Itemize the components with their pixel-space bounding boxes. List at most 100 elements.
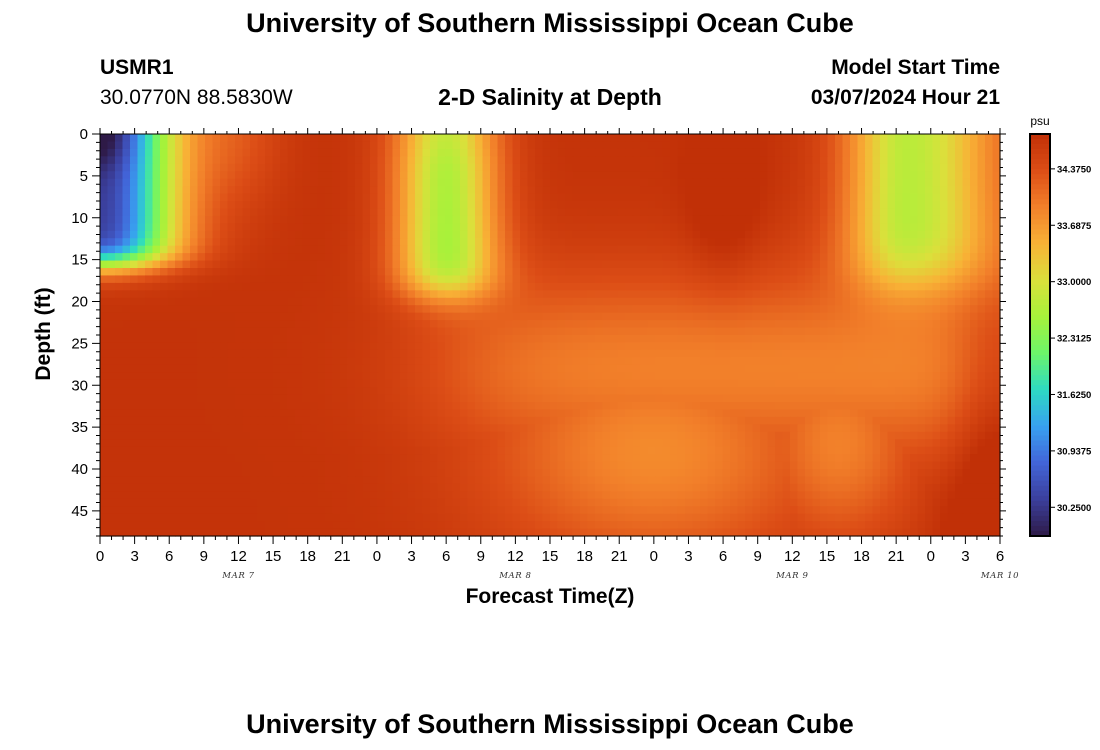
heatmap-cell <box>355 260 364 269</box>
heatmap-cell <box>910 245 919 254</box>
heatmap-cell <box>790 230 799 239</box>
heatmap-cell <box>227 208 236 217</box>
heatmap-cell <box>767 260 776 269</box>
heatmap-cell <box>520 156 529 165</box>
heatmap-cell <box>662 141 671 150</box>
heatmap-cell <box>625 268 634 277</box>
heatmap-cell <box>430 409 439 418</box>
heatmap-cell <box>542 215 551 224</box>
heatmap-cell <box>415 156 424 165</box>
heatmap-cell <box>100 349 109 358</box>
heatmap-cell <box>902 186 911 195</box>
heatmap-cell <box>347 230 356 239</box>
heatmap-cell <box>797 275 806 284</box>
heatmap-cell <box>722 253 731 262</box>
heatmap-cell <box>895 215 904 224</box>
heatmap-cell <box>647 342 656 351</box>
heatmap-cell <box>235 372 244 381</box>
heatmap-cell <box>242 282 251 291</box>
heatmap-cell <box>617 305 626 314</box>
heatmap-cell <box>422 178 431 187</box>
heatmap-cell <box>580 409 589 418</box>
heatmap-cell <box>655 215 664 224</box>
heatmap-cell <box>902 424 911 433</box>
heatmap-cell <box>790 156 799 165</box>
heatmap-cell <box>452 297 461 306</box>
heatmap-cell <box>932 394 941 403</box>
heatmap-cell <box>685 342 694 351</box>
heatmap-cell <box>977 275 986 284</box>
heatmap-cell <box>122 327 131 336</box>
heatmap-cell <box>865 305 874 314</box>
heatmap-cell <box>475 409 484 418</box>
heatmap-cell <box>557 134 566 143</box>
heatmap-cell <box>775 402 784 411</box>
heatmap-cell <box>205 178 214 187</box>
heatmap-cell <box>745 424 754 433</box>
heatmap-cell <box>475 416 484 425</box>
heatmap-cell <box>437 208 446 217</box>
heatmap-cell <box>467 320 476 329</box>
heatmap-cell <box>572 349 581 358</box>
heatmap-cell <box>115 335 124 344</box>
heatmap-cell <box>137 379 146 388</box>
heatmap-cell <box>122 163 131 172</box>
heatmap-cell <box>115 402 124 411</box>
heatmap-cell <box>302 335 311 344</box>
heatmap-cell <box>137 327 146 336</box>
heatmap-cell <box>557 387 566 396</box>
heatmap-cell <box>482 260 491 269</box>
heatmap-cell <box>235 349 244 358</box>
heatmap-cell <box>602 238 611 247</box>
heatmap-cell <box>812 163 821 172</box>
heatmap-cell <box>325 253 334 262</box>
heatmap-cell <box>662 349 671 358</box>
heatmap-cell <box>917 163 926 172</box>
heatmap-cell <box>190 387 199 396</box>
heatmap-cell <box>565 431 574 440</box>
heatmap-cell <box>572 178 581 187</box>
heatmap-cell <box>392 290 401 299</box>
heatmap-cell <box>197 253 206 262</box>
heatmap-cell <box>137 230 146 239</box>
heatmap-cell <box>227 290 236 299</box>
heatmap-cell <box>985 215 994 224</box>
heatmap-cell <box>475 379 484 388</box>
heatmap-cell <box>617 282 626 291</box>
heatmap-cell <box>130 372 139 381</box>
heatmap-cell <box>362 297 371 306</box>
heatmap-cell <box>227 260 236 269</box>
heatmap-cell <box>340 253 349 262</box>
heatmap-cell <box>580 357 589 366</box>
heatmap-cell <box>362 379 371 388</box>
heatmap-cell <box>647 268 656 277</box>
heatmap-cell <box>692 201 701 210</box>
heatmap-cell <box>362 424 371 433</box>
heatmap-cell <box>482 297 491 306</box>
heatmap-cell <box>760 245 769 254</box>
heatmap-cell <box>490 253 499 262</box>
heatmap-cell <box>520 439 529 448</box>
heatmap-cell <box>842 208 851 217</box>
heatmap-cell <box>122 148 131 157</box>
heatmap-cell <box>167 156 176 165</box>
heatmap-cell <box>985 312 994 321</box>
heatmap-cell <box>812 186 821 195</box>
heatmap-cell <box>722 245 731 254</box>
heatmap-cell <box>535 387 544 396</box>
heatmap-cell <box>452 372 461 381</box>
heatmap-cell <box>460 357 469 366</box>
heatmap-cell <box>647 253 656 262</box>
heatmap-cell <box>670 260 679 269</box>
heatmap-cell <box>872 372 881 381</box>
heatmap-cell <box>947 431 956 440</box>
heatmap-cell <box>985 186 994 195</box>
heatmap-cell <box>535 268 544 277</box>
heatmap-cell <box>452 312 461 321</box>
heatmap-cell <box>227 193 236 202</box>
heatmap-cell <box>475 275 484 284</box>
heatmap-cell <box>332 208 341 217</box>
heatmap-cell <box>782 335 791 344</box>
heatmap-cell <box>287 335 296 344</box>
heatmap-cell <box>355 312 364 321</box>
